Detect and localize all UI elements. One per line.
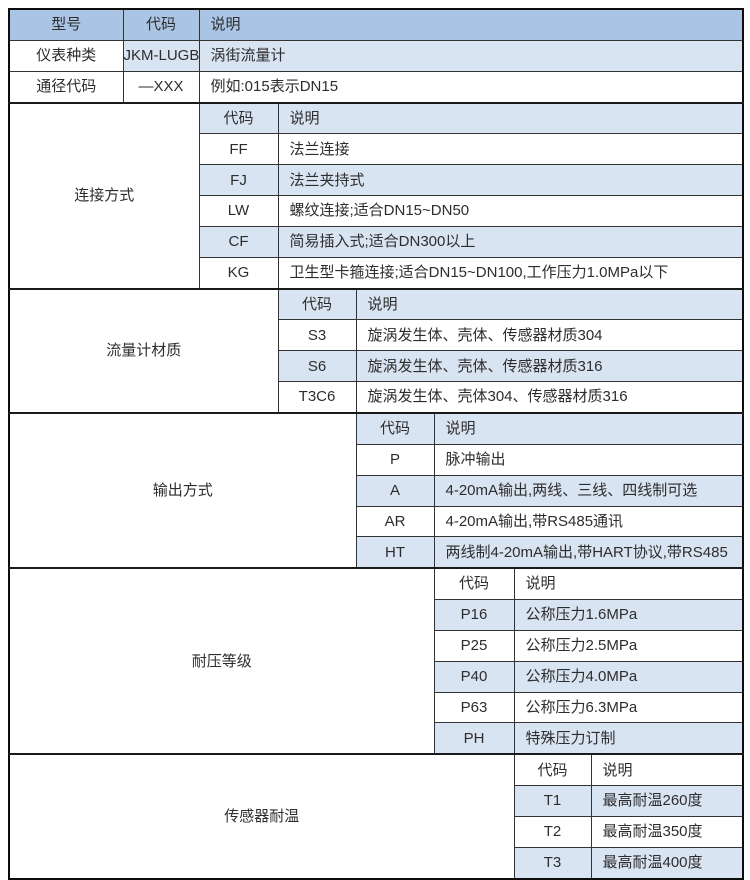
code-cell: T1 (513, 785, 592, 817)
code-cell: LW (198, 195, 279, 227)
code-cell: P25 (433, 629, 515, 662)
row-label-instrument-type: 仪表种类 (8, 39, 124, 72)
code-cell: JKM-LUGB (122, 39, 200, 72)
code-cell: T3C6 (277, 381, 357, 414)
section-label-pressure: 耐压等级 (8, 567, 435, 755)
desc-cell: 公称压力6.3MPa (513, 691, 744, 724)
code-cell: P16 (433, 599, 515, 631)
desc-cell: 最高耐温260度 (590, 785, 744, 817)
desc-cell: 螺纹连接;适合DN15~DN50 (277, 195, 744, 227)
table-row: T3C6 旋涡发生体、壳体304、传感器材质316 (9, 381, 744, 414)
table-row: P25 公称压力2.5MPa (9, 629, 744, 662)
code-cell: P63 (433, 691, 515, 724)
table-row: T2 最高耐温350度 (9, 815, 744, 848)
section-label-material: 流量计材质 (8, 287, 279, 414)
row-label-diameter-code: 通径代码 (8, 70, 124, 104)
code-cell: HT (355, 536, 435, 569)
desc-cell: 旋涡发生体、壳体、传感器材质304 (355, 319, 744, 352)
code-cell: S6 (277, 350, 357, 383)
code-cell: CF (198, 225, 279, 258)
table-row: P 脉冲输出 (9, 443, 744, 476)
table-row: HT 两线制4-20mA输出,带HART协议,带RS485 (9, 536, 744, 569)
desc-cell: 法兰夹持式 (277, 164, 744, 197)
table-header-row: 型号 代码 说明 (8, 8, 744, 41)
subheader-code: 代码 (433, 567, 515, 601)
code-cell: T2 (513, 815, 592, 848)
desc-cell: 特殊压力订制 (513, 722, 744, 755)
table-row: 流量计材质 代码 说明 (8, 287, 744, 414)
code-cell: T3 (513, 846, 592, 880)
subheader-code: 代码 (198, 101, 279, 135)
table-row: P40 公称压力4.0MPa (9, 660, 744, 693)
subheader-desc: 说明 (513, 567, 744, 601)
table-row: CF 简易插入式;适合DN300以上 (9, 225, 744, 258)
desc-cell: 脉冲输出 (433, 443, 744, 476)
desc-cell: 涡街流量计 (198, 39, 744, 72)
section-label-connection: 连接方式 (8, 101, 200, 290)
table-row: LW 螺纹连接;适合DN15~DN50 (9, 195, 744, 227)
desc-cell: 卫生型卡箍连接;适合DN15~DN100,工作压力1.0MPa以下 (277, 256, 744, 290)
desc-cell: 简易插入式;适合DN300以上 (277, 225, 744, 258)
desc-cell: 旋涡发生体、壳体、传感器材质316 (355, 350, 744, 383)
table-row: 通径代码 —XXX 例如:015表示DN15 (8, 70, 744, 104)
section-label-temperature: 传感器耐温 (8, 753, 515, 880)
table-row: AR 4-20mA输出,带RS485通讯 (9, 505, 744, 538)
subheader-desc: 说明 (355, 287, 744, 321)
table-row: KG 卫生型卡箍连接;适合DN15~DN100,工作压力1.0MPa以下 (9, 256, 744, 290)
desc-cell: 最高耐温350度 (590, 815, 744, 848)
code-cell: A (355, 474, 435, 507)
code-cell: P40 (433, 660, 515, 693)
code-cell: —XXX (122, 70, 200, 104)
table-row: FF 法兰连接 (9, 133, 744, 166)
code-cell: FJ (198, 164, 279, 197)
code-cell: AR (355, 505, 435, 538)
desc-cell: 旋涡发生体、壳体304、传感器材质316 (355, 381, 744, 414)
table-row: A 4-20mA输出,两线、三线、四线制可选 (9, 474, 744, 507)
desc-cell: 法兰连接 (277, 133, 744, 166)
desc-cell: 公称压力2.5MPa (513, 629, 744, 662)
table-row: P16 公称压力1.6MPa (9, 599, 744, 631)
desc-cell: 4-20mA输出,两线、三线、四线制可选 (433, 474, 744, 507)
desc-cell: 例如:015表示DN15 (198, 70, 744, 104)
table-row: 输出方式 代码 说明 (8, 411, 744, 569)
header-cell-desc: 说明 (198, 8, 744, 41)
code-cell: P (355, 443, 435, 476)
table-row: P63 公称压力6.3MPa (9, 691, 744, 724)
table-row: PH 特殊压力订制 (9, 722, 744, 755)
subheader-desc: 说明 (590, 753, 744, 787)
subheader-code: 代码 (355, 411, 435, 445)
subheader-desc: 说明 (277, 101, 744, 135)
desc-cell: 4-20mA输出,带RS485通讯 (433, 505, 744, 538)
code-cell: S3 (277, 319, 357, 352)
desc-cell: 公称压力4.0MPa (513, 660, 744, 693)
desc-cell: 公称压力1.6MPa (513, 599, 744, 631)
table-row: S6 旋涡发生体、壳体、传感器材质316 (9, 350, 744, 383)
subheader-code: 代码 (277, 287, 357, 321)
desc-cell: 最高耐温400度 (590, 846, 744, 880)
table-row: 耐压等级 代码 说明 (8, 567, 744, 755)
code-cell: KG (198, 256, 279, 290)
code-cell: FF (198, 133, 279, 166)
table-row: FJ 法兰夹持式 (9, 164, 744, 197)
table-row: T1 最高耐温260度 (9, 785, 744, 817)
subheader-desc: 说明 (433, 411, 744, 445)
table-row: 传感器耐温 代码 说明 (8, 753, 744, 880)
desc-cell: 两线制4-20mA输出,带HART协议,带RS485 (433, 536, 744, 569)
header-cell-model: 型号 (8, 8, 124, 41)
model-selection-table: 型号 代码 说明 仪表种类 JKM-LUGB 涡街流量计 通径代码 —XXX 例… (8, 8, 745, 880)
table-row: 连接方式 代码 说明 (8, 101, 744, 290)
section-label-output: 输出方式 (8, 411, 357, 569)
code-cell: PH (433, 722, 515, 755)
subheader-code: 代码 (513, 753, 592, 787)
header-cell-code: 代码 (122, 8, 200, 41)
table-row: 仪表种类 JKM-LUGB 涡街流量计 (8, 39, 744, 72)
